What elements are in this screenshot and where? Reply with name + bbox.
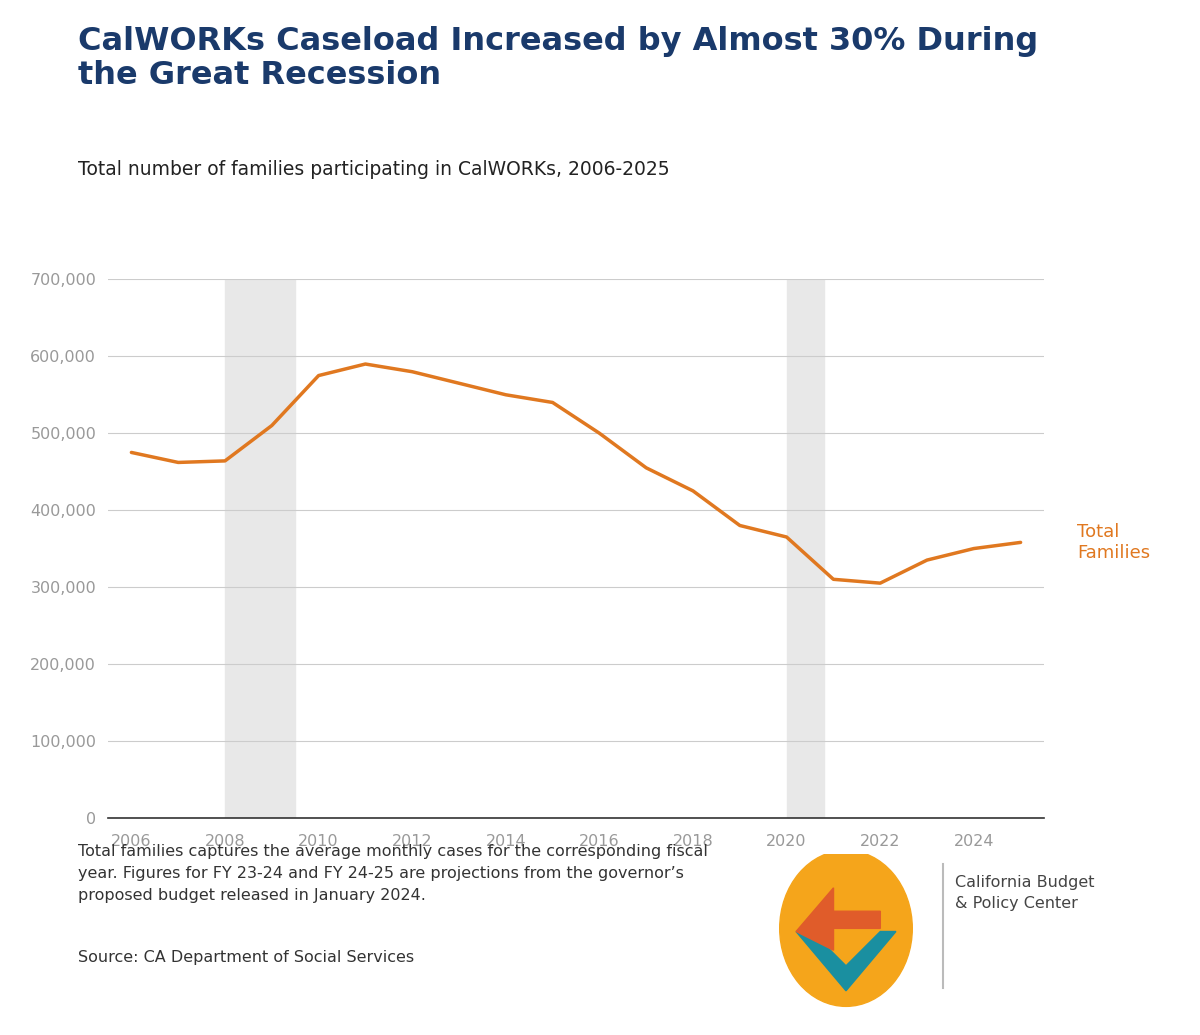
- Ellipse shape: [780, 851, 912, 1006]
- Text: CalWORKs Caseload Increased by Almost 30% During
the Great Recession: CalWORKs Caseload Increased by Almost 30…: [78, 26, 1038, 91]
- Polygon shape: [796, 888, 881, 950]
- Text: Total number of families participating in CalWORKs, 2006-2025: Total number of families participating i…: [78, 160, 670, 179]
- Bar: [787, 279, 824, 818]
- Text: California Budget
& Policy Center: California Budget & Policy Center: [955, 875, 1094, 911]
- Polygon shape: [796, 932, 896, 990]
- Text: Total families captures the average monthly cases for the corresponding fiscal
y: Total families captures the average mont…: [78, 844, 708, 903]
- Text: Source: CA Department of Social Services: Source: CA Department of Social Services: [78, 950, 414, 965]
- Bar: [226, 279, 295, 818]
- Text: Total
Families: Total Families: [1076, 523, 1150, 562]
